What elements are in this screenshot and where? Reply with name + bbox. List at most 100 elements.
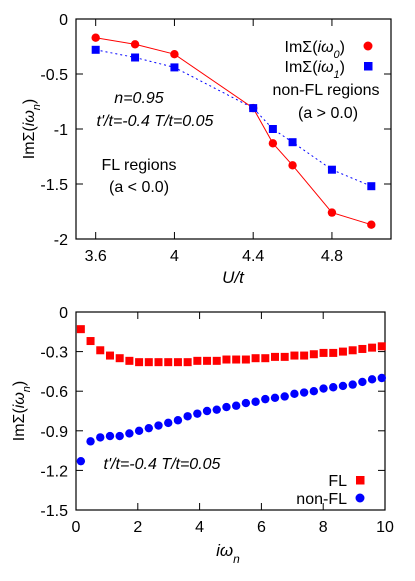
annotation-params-top: t'/t=-0.4 T/t=0.05 [97,113,214,130]
bottom-point-0 [270,352,279,361]
bottom-point-0 [125,356,134,365]
top-legend: ImΣ(iω0) ImΣ(iω1) [285,39,373,81]
bottom-point-0 [96,346,105,355]
top-series-lines [95,37,372,226]
bottom-point-0 [105,351,114,360]
bottom-point-0 [280,352,289,361]
bottom-point-0 [348,346,357,355]
legend-marker-circle-blue [355,493,365,503]
top-x-tick-labels: 3.6 4 4.4 4.8 [85,248,344,265]
bottom-point-0 [222,355,231,364]
bottom-point-1 [193,409,202,418]
bottom-point-0 [135,358,144,367]
top-point-0 [288,161,297,170]
bottom-point-1 [86,437,95,446]
top-y-axis-title: ImΣ(iωn) [21,99,43,159]
bottom-x-tick-label: 4 [195,519,204,536]
bottom-point-1 [377,373,386,383]
bottom-x-axis-title: iωn [216,541,240,566]
bottom-point-0 [183,358,192,367]
bottom-point-0 [377,342,386,351]
top-x-tick-label: 4 [170,248,179,265]
bottom-y-tick-label: -0.3 [40,345,68,362]
annotation-nonfl-condition: (a > 0.0) [298,105,358,122]
top-point-1 [170,63,179,72]
bottom-point-0 [338,347,347,356]
bottom-y-tick-label: -1.2 [40,463,68,480]
top-point-0 [367,220,376,229]
bottom-x-tick-labels: 0 2 4 6 8 10 [72,519,394,536]
legend-label-imsigma-w1: ImΣ(iω1) [285,59,345,81]
top-x-tick-label: 4.8 [321,248,343,265]
annotation-nonfl-title: non-FL regions [272,82,379,99]
bottom-point-0 [300,351,309,360]
bottom-legend: FL non-FL [296,473,365,508]
bottom-point-1 [183,412,192,421]
legend-marker-square-red [356,476,365,485]
bottom-point-1 [367,375,377,384]
bottom-point-0 [241,355,250,364]
top-series-line-1 [95,49,372,187]
top-x-axis-title: U/t [222,268,245,287]
annotation-fl-condition: (a < 0.0) [109,179,169,196]
top-y-tick-label: -2 [54,232,68,249]
top-y-tick-label: -0.5 [40,67,68,84]
bottom-point-0 [368,343,377,352]
bottom-plot-frame [75,311,386,511]
bottom-point-0 [212,356,221,365]
top-point-0 [327,208,337,217]
bottom-point-0 [309,350,318,359]
top-point-1 [91,45,100,54]
bottom-point-1 [134,426,144,435]
bottom-point-0 [251,354,260,363]
bottom-point-1 [290,389,299,399]
legend-label-imsigma-w0: ImΣ(iω0) [285,39,345,61]
legend-marker-circle-red [363,41,373,51]
top-point-1 [327,165,336,174]
top-x-tick-label: 4.4 [242,248,264,265]
bottom-point-1 [358,377,367,387]
bottom-y-axis-title: ImΣ(iωn) [11,381,33,441]
top-chart: 3.6 4 4.4 4.8 0 -0.5 -1 -1.5 -2 ImΣ(iωn) U/t Im… [21,12,392,287]
bottom-x-tick-label: 10 [376,519,394,536]
bottom-point-1 [76,456,86,466]
bottom-point-0 [329,348,338,357]
bottom-point-1 [231,401,241,410]
top-x-tick-label: 3.6 [85,248,107,265]
bottom-y-tick-label: -0.6 [40,384,68,401]
bottom-point-1 [280,392,289,401]
bottom-x-tick-label: 0 [72,519,81,536]
top-point-0 [268,139,278,148]
bottom-chart: 0 2 4 6 8 10 0 -0.3 -0.6 -0.9 -1.2 -1.5 ImΣ(iωn) i… [11,305,394,566]
bottom-point-1 [251,397,260,406]
top-point-1 [131,53,140,62]
bottom-point-0 [86,337,95,346]
top-point-1 [288,138,297,147]
bottom-point-0 [319,348,328,357]
bottom-point-0 [164,358,173,367]
top-point-1 [268,125,277,133]
bottom-point-1 [154,421,163,430]
top-point-0 [170,50,179,59]
top-series-line-0 [95,37,372,226]
bottom-point-1 [115,431,124,441]
bottom-series-markers [76,325,386,466]
bottom-point-0 [173,358,182,367]
bottom-point-1 [125,429,134,438]
bottom-y-tick-label: -0.9 [40,424,68,441]
legend-label-nonfl: non-FL [296,491,347,508]
bottom-point-0 [232,355,241,364]
bottom-point-1 [241,398,251,408]
bottom-point-0 [290,351,299,360]
top-y-tick-labels: 0 -0.5 -1 -1.5 -2 [40,12,68,249]
top-y-tick-label: -1 [54,122,68,139]
bottom-y-tick-label: 0 [59,305,68,322]
bottom-y-tick-labels: 0 -0.3 -0.6 -0.9 -1.2 -1.5 [40,305,68,520]
bottom-point-1 [309,387,319,396]
bottom-point-1 [338,381,348,391]
bottom-point-0 [154,358,163,367]
annotation-filling: n=0.95 [114,90,163,107]
legend-marker-square-blue [364,62,373,71]
top-y-tick-label: 0 [59,12,68,29]
